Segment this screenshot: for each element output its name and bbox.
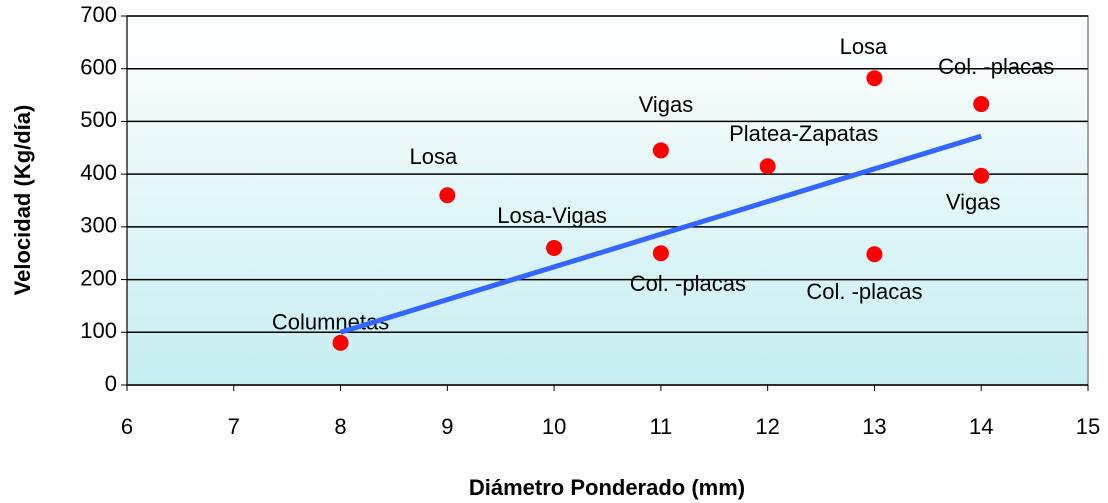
- y-axis-title: Velocidad (Kg/día): [10, 105, 35, 296]
- plot-area: [126, 15, 1089, 386]
- point: [439, 187, 456, 204]
- y-tick-label: 700: [80, 2, 117, 27]
- point-label: Losa: [409, 144, 457, 169]
- point: [866, 246, 883, 263]
- x-tick-label: 14: [969, 414, 993, 439]
- point-label: Col. -placas: [630, 271, 746, 296]
- point: [973, 167, 990, 184]
- x-tick-label: 8: [334, 414, 346, 439]
- y-tick-label: 500: [80, 107, 117, 132]
- x-tick-label: 13: [862, 414, 886, 439]
- point-label: Losa: [840, 34, 888, 59]
- y-tick-label: 200: [80, 265, 117, 290]
- trend-line: [339, 133, 982, 335]
- x-tick-label: 6: [121, 414, 133, 439]
- point: [546, 239, 563, 256]
- point-label: Col. -placas: [806, 279, 922, 304]
- y-tick-label: 100: [80, 318, 117, 343]
- point: [332, 334, 349, 351]
- x-tick-label: 12: [755, 414, 779, 439]
- x-tick-label: 9: [441, 414, 453, 439]
- y-tick-label: 300: [80, 213, 117, 238]
- point-label: Losa-Vigas: [497, 203, 607, 228]
- point-label: Col. -placas: [938, 54, 1054, 79]
- x-tick-label: 7: [228, 414, 240, 439]
- x-tick-label: 11: [649, 414, 672, 439]
- x-axis-title: Diámetro Ponderado (mm): [469, 475, 745, 500]
- point: [652, 142, 669, 159]
- point: [652, 245, 669, 262]
- point: [866, 70, 883, 87]
- point: [973, 96, 990, 113]
- y-tick-label: 0: [105, 371, 117, 396]
- point: [759, 158, 776, 175]
- x-tick-label: 10: [542, 414, 566, 439]
- y-tick-label: 400: [80, 160, 117, 185]
- y-tick-label: 600: [80, 55, 117, 80]
- point-label: Vigas: [946, 190, 1001, 215]
- point-label: Vigas: [639, 92, 694, 117]
- point-label: Platea-Zapatas: [729, 121, 878, 146]
- x-tick-label: 15: [1076, 414, 1100, 439]
